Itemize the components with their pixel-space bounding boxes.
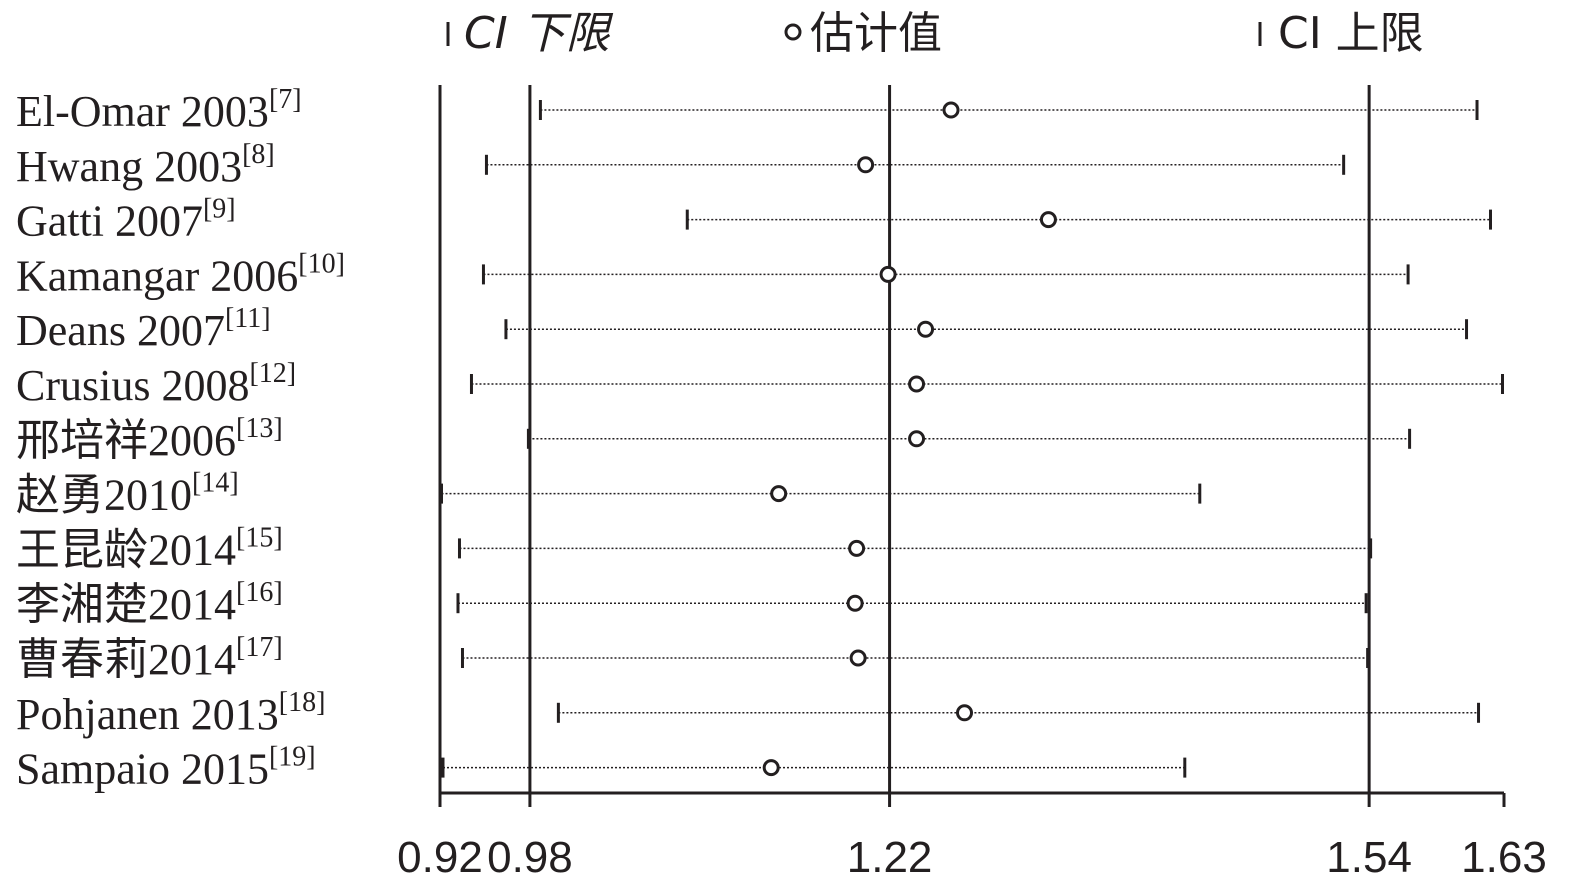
x-tick-label: 1.54 — [1326, 833, 1412, 882]
x-tick-label: 0.98 — [487, 833, 573, 882]
study-ref: [10] — [298, 248, 345, 279]
study-ref: [7] — [269, 84, 302, 115]
study-ref: [17] — [236, 632, 283, 663]
estimate-point — [849, 649, 867, 667]
study-label: 赵勇2010[14] — [16, 468, 239, 520]
estimate-point — [908, 375, 926, 393]
study-label: Kamangar 2006[10] — [16, 248, 345, 300]
study-ref: [15] — [236, 522, 283, 553]
study-label: Gatti 2007[9] — [16, 194, 236, 246]
legend-lower: CI 下限 — [464, 8, 614, 59]
estimate-point — [917, 320, 935, 338]
study-ref: [13] — [236, 413, 283, 444]
study-ref: [8] — [242, 139, 275, 170]
study-label: 李湘楚2014[16] — [16, 577, 283, 629]
study-name: 李湘楚2014 — [16, 580, 236, 629]
x-tick-label: 1.22 — [847, 833, 933, 882]
x-tick-label: 1.63 — [1461, 833, 1547, 882]
estimate-point — [942, 101, 960, 119]
estimate-point — [857, 156, 875, 174]
study-ref: [16] — [236, 577, 283, 608]
study-name: Sampaio 2015 — [16, 745, 269, 794]
study-ref: [11] — [225, 303, 271, 334]
study-label: Crusius 2008[12] — [16, 358, 296, 410]
study-name: 曹春莉2014 — [16, 635, 236, 684]
study-label: El-Omar 2003[7] — [16, 84, 302, 136]
legend-estimate-mark — [784, 23, 802, 41]
study-label: 王昆龄2014[15] — [16, 522, 283, 574]
study-ref: [18] — [279, 687, 326, 718]
estimate-point — [848, 539, 866, 557]
legend-estimate: 估计值 — [810, 8, 942, 59]
study-name: Deans 2007 — [16, 306, 225, 355]
study-label: 曹春莉2014[17] — [16, 632, 283, 684]
study-ref: [9] — [203, 194, 236, 225]
study-label: Hwang 2003[8] — [16, 139, 275, 191]
study-name: Crusius 2008 — [16, 361, 249, 410]
study-label: Pohjanen 2013[18] — [16, 687, 325, 739]
study-name: El-Omar 2003 — [16, 87, 269, 136]
study-ref: [12] — [249, 358, 296, 389]
estimate-point — [770, 485, 788, 503]
estimate-point — [956, 704, 974, 722]
study-name: Pohjanen 2013 — [16, 690, 279, 739]
study-name: 赵勇2010 — [16, 471, 192, 520]
estimate-point — [846, 594, 864, 612]
study-ref: [14] — [192, 468, 239, 499]
estimate-point — [908, 430, 926, 448]
study-name: Kamangar 2006 — [16, 251, 298, 300]
study-name: Hwang 2003 — [16, 142, 242, 191]
study-name: Gatti 2007 — [16, 197, 203, 246]
estimate-point — [762, 759, 780, 777]
study-ref: [19] — [269, 742, 316, 773]
study-label: 邢培祥2006[13] — [16, 413, 283, 465]
estimate-point — [879, 265, 897, 283]
study-label: Sampaio 2015[19] — [16, 742, 316, 794]
study-name: 王昆龄2014 — [16, 525, 236, 574]
x-tick-label: 0.92 — [397, 833, 483, 882]
study-label: Deans 2007[11] — [16, 303, 271, 355]
estimate-point — [1039, 211, 1057, 229]
legend-upper: CI 上限 — [1278, 8, 1424, 59]
study-name: 邢培祥2006 — [16, 416, 236, 465]
